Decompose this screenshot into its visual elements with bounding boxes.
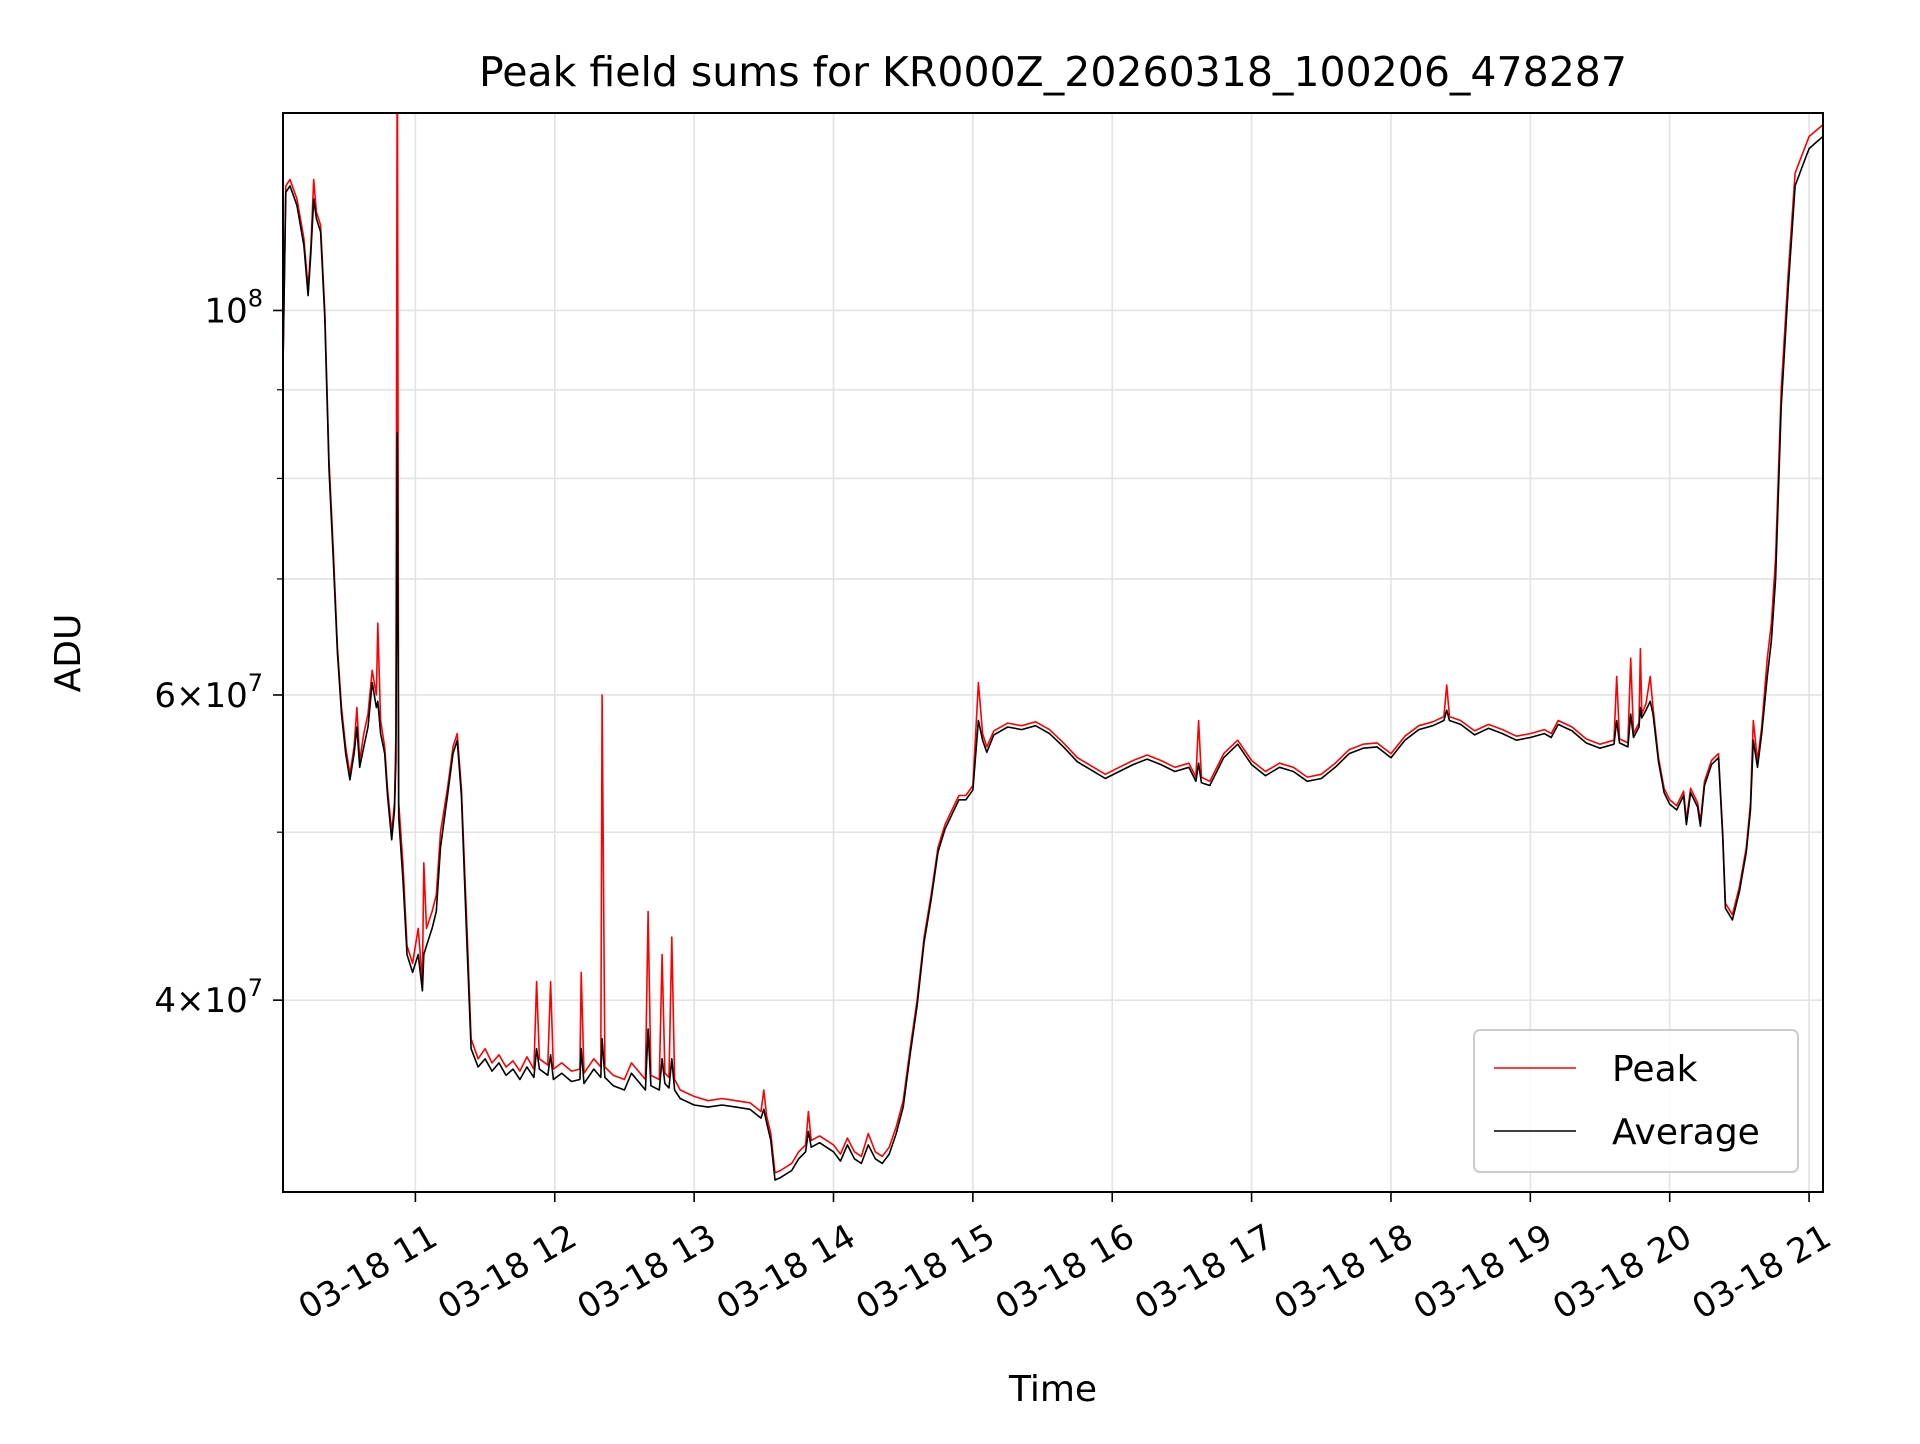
y-tick-mantissa: 4 (154, 981, 176, 1021)
x-tick-label: 03-18 14 (710, 1217, 862, 1328)
series-lines (283, 113, 1823, 1181)
y-tick-exponent: 8 (248, 284, 263, 312)
x-tick-label: 03-18 21 (1686, 1217, 1838, 1328)
series-line-peak (283, 113, 1823, 1174)
y-tick-base: 10 (204, 981, 247, 1021)
legend-box (1473, 1029, 1799, 1173)
legend-label-peak: Peak (1612, 1049, 1698, 1090)
y-tick-base: 10 (204, 676, 247, 716)
y-tick-exponent: 7 (248, 974, 263, 1002)
x-tick-label: 03-18 11 (292, 1217, 444, 1328)
series-line-average (283, 135, 1823, 1181)
plot-area-frame (282, 112, 1824, 1193)
x-tick-label: 03-18 16 (989, 1217, 1141, 1328)
x-tick-label: 03-18 17 (1128, 1217, 1280, 1328)
y-tick-base: 10 (204, 291, 247, 331)
legend-label-average: Average (1612, 1112, 1760, 1153)
legend: Peak Average (1473, 1029, 1799, 1173)
y-tick-times-sign: × (176, 676, 205, 716)
y-tick-times-sign: × (176, 981, 205, 1021)
y-axis-label: ADU (48, 614, 89, 693)
x-tick-label: 03-18 19 (1407, 1217, 1559, 1328)
grid-lines (283, 113, 1823, 1192)
x-tick-label: 03-18 18 (1267, 1217, 1419, 1328)
y-tick-mantissa: 6 (154, 676, 176, 716)
x-tick-label: 03-18 12 (431, 1217, 583, 1328)
x-tick-label: 03-18 13 (571, 1217, 723, 1328)
chart-title: Peak field sums for KR000Z_20260318_1002… (479, 48, 1627, 96)
x-tick-label: 03-18 15 (849, 1217, 1001, 1328)
y-tick-label: 4×107 (154, 974, 263, 1021)
y-tick-label: 6×107 (154, 669, 263, 716)
x-axis-label: Time (1008, 1369, 1097, 1410)
y-tick-exponent: 7 (248, 669, 263, 697)
x-tick-label: 03-18 20 (1546, 1217, 1698, 1328)
y-tick-label: 108 (204, 284, 263, 331)
